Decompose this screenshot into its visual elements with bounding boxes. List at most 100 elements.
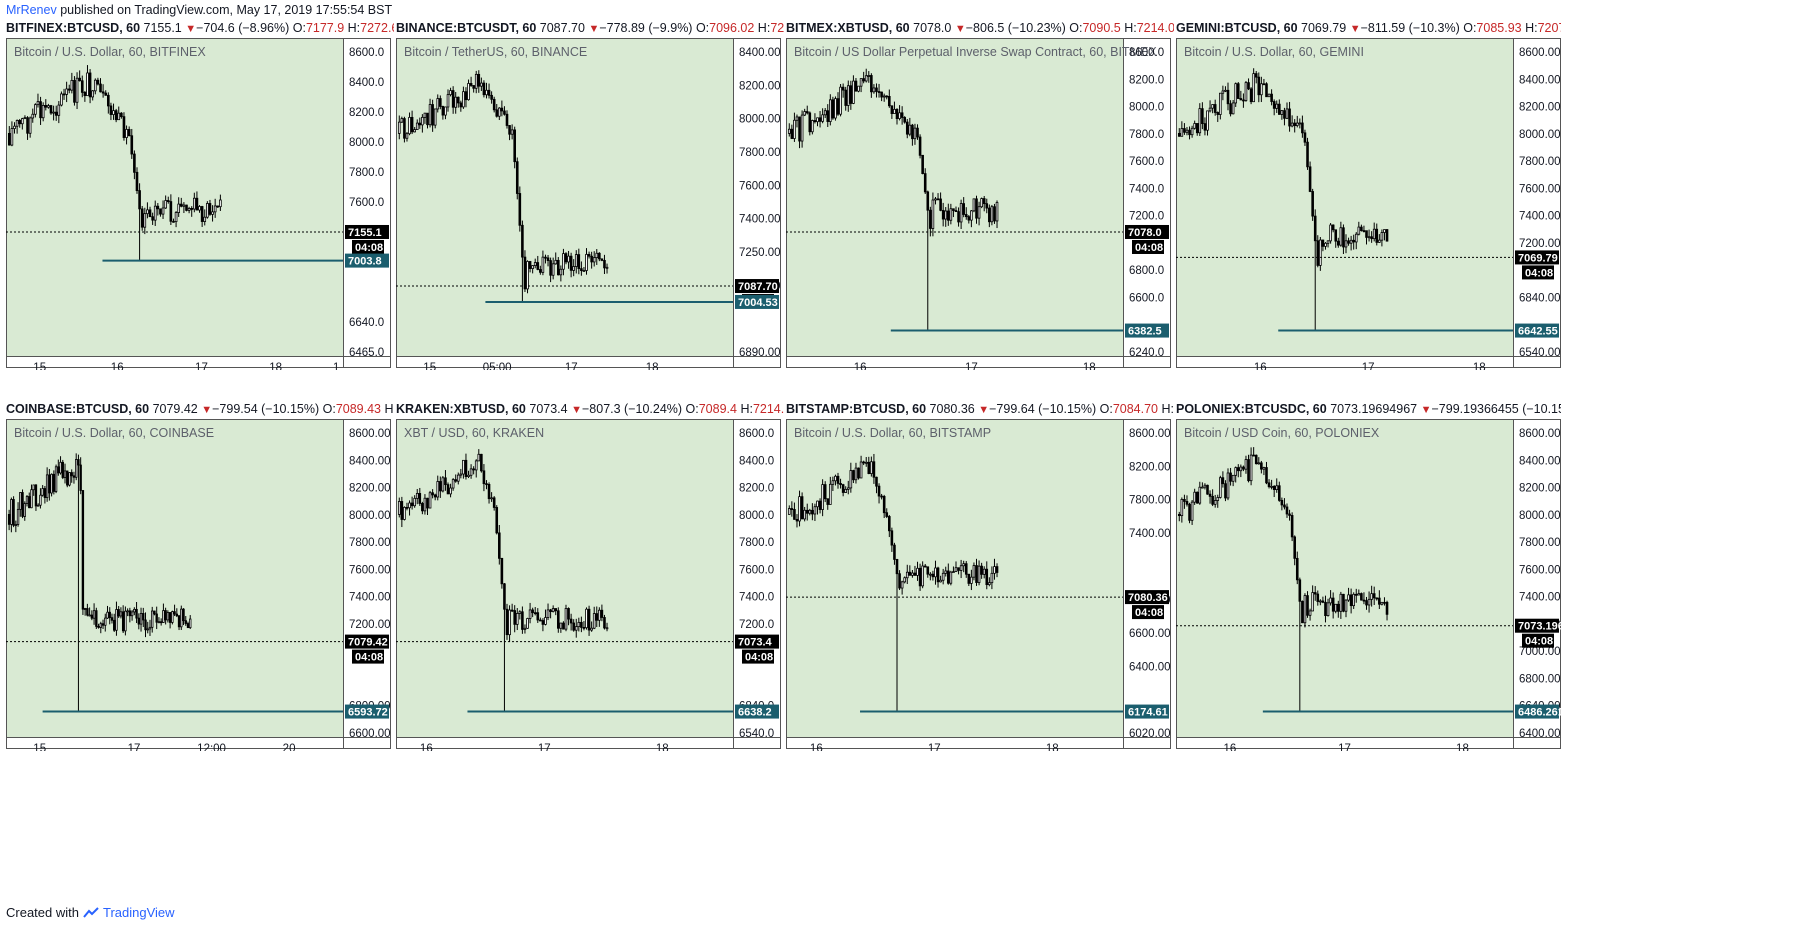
candle-body bbox=[929, 573, 932, 576]
chart-canvas[interactable]: Bitcoin / U.S. Dollar, 60, BITFINEX 8600.… bbox=[6, 38, 391, 370]
candle-body bbox=[859, 78, 863, 87]
chart-frame bbox=[1176, 419, 1561, 749]
candle-body bbox=[1319, 600, 1322, 603]
symbol-label[interactable]: BITSTAMP:BTCUSD, 60 bbox=[786, 402, 927, 416]
candle-body bbox=[1311, 191, 1314, 217]
chart-canvas[interactable]: XBT / USD, 60, KRAKEN 8600.0 8400.0 8200.0 8… bbox=[396, 419, 781, 751]
candle-body bbox=[985, 203, 989, 209]
time-tick-label: 17 bbox=[195, 362, 208, 370]
candle-body bbox=[918, 567, 922, 587]
chart-frame bbox=[786, 419, 1171, 749]
symbol-label[interactable]: KRAKEN:XBTUSD, 60 bbox=[396, 402, 526, 416]
chart-panel[interactable]: COINBASE:BTCUSD, 60 7079.42 ▼−799.54 (−1… bbox=[6, 381, 394, 761]
candle-body bbox=[888, 516, 891, 532]
candle-body bbox=[816, 117, 819, 123]
down-arrow-icon: ▼ bbox=[1349, 23, 1361, 35]
candle-body bbox=[213, 205, 217, 213]
candle-body bbox=[836, 475, 840, 484]
chart-panel[interactable]: GEMINI:BTCUSD, 60 7069.79 ▼−811.59 (−10.… bbox=[1176, 0, 1561, 380]
chart-canvas[interactable]: Bitcoin / U.S. Dollar, 60, BITSTAMP 8600.… bbox=[786, 419, 1171, 751]
down-arrow-icon: ▼ bbox=[588, 23, 600, 35]
candle-body bbox=[1190, 501, 1194, 521]
plot-area[interactable] bbox=[786, 419, 1124, 738]
tradingview-link[interactable]: TradingView bbox=[83, 905, 175, 920]
candle-body bbox=[120, 112, 123, 118]
candle-body bbox=[449, 90, 452, 96]
candle-body bbox=[464, 459, 468, 477]
candle-body bbox=[1270, 93, 1273, 102]
candle-body bbox=[206, 203, 209, 218]
plot-area[interactable] bbox=[6, 38, 344, 357]
chart-panel[interactable]: KRAKEN:XBTUSD, 60 7073.4 ▼−807.3 (−10.24… bbox=[396, 381, 784, 761]
chart-canvas[interactable]: Bitcoin / U.S. Dollar, 60, COINBASE 8600.… bbox=[6, 419, 391, 751]
candle-body bbox=[436, 481, 440, 498]
plot-area[interactable] bbox=[396, 419, 734, 738]
price-tag bbox=[345, 634, 389, 649]
time-tick-label: 18 bbox=[1456, 743, 1469, 751]
candle-body bbox=[1344, 599, 1348, 612]
open-value: 7084.70 bbox=[1112, 402, 1158, 416]
chart-panel[interactable]: POLONIEX:BTCUSDC, 60 7073.19694967 ▼−799… bbox=[1176, 381, 1561, 761]
candle-body bbox=[97, 625, 100, 628]
candle-body bbox=[472, 85, 475, 89]
candle-body bbox=[913, 572, 917, 576]
candle-body bbox=[498, 532, 501, 559]
candle-body bbox=[495, 507, 499, 534]
price-tick-label: 8000.00 bbox=[1519, 129, 1561, 141]
candle-body bbox=[66, 470, 69, 486]
candle-body bbox=[127, 129, 131, 137]
candle-body bbox=[823, 110, 827, 116]
chart-panel[interactable]: BITFINEX:BTCUSD, 60 7155.1 ▼−704.6 (−8.9… bbox=[6, 0, 394, 380]
candle-body bbox=[1211, 495, 1214, 505]
symbol-label[interactable]: BITFINEX:BTCUSD, 60 bbox=[6, 21, 141, 35]
candle-body bbox=[436, 98, 440, 110]
candle-body bbox=[454, 479, 458, 482]
chart-canvas[interactable]: Bitcoin / U.S. Dollar, 60, GEMINI 8600.00… bbox=[1176, 38, 1561, 370]
plot-area[interactable] bbox=[1176, 38, 1514, 357]
chart-frame bbox=[786, 38, 1171, 368]
candle-body bbox=[67, 88, 71, 91]
chart-canvas[interactable]: Bitcoin / US Dollar Perpetual Inverse Sw… bbox=[786, 38, 1171, 370]
candle-body bbox=[1177, 133, 1181, 137]
plot-area[interactable] bbox=[786, 38, 1124, 357]
candle-body bbox=[433, 108, 437, 126]
plot-area[interactable] bbox=[1176, 419, 1514, 738]
chart-panel[interactable]: BITMEX:XBTUSD, 60 7078.0 ▼−806.5 (−10.23… bbox=[786, 0, 1174, 380]
candle-body bbox=[513, 129, 516, 163]
candle-body bbox=[104, 617, 107, 626]
price-tick-label: 8200.00 bbox=[1519, 102, 1561, 114]
candle-body bbox=[790, 128, 794, 139]
candle-body bbox=[1344, 240, 1348, 248]
candles bbox=[7, 65, 222, 261]
candle-body bbox=[1239, 98, 1243, 101]
candle-body bbox=[495, 109, 499, 117]
candle-body bbox=[1342, 227, 1345, 248]
chart-canvas[interactable]: Bitcoin / USD Coin, 60, POLONIEX 8600.000… bbox=[1176, 419, 1561, 751]
timer-label: 04:08 bbox=[1525, 267, 1553, 279]
candle-body bbox=[487, 89, 491, 96]
symbol-label[interactable]: BINANCE:BTCUSDT, 60 bbox=[396, 21, 537, 35]
plot-area[interactable] bbox=[396, 38, 734, 357]
price-tick-label: 7400.00 bbox=[1129, 528, 1171, 540]
author-link[interactable]: MrRenev bbox=[6, 3, 57, 17]
candle-body bbox=[569, 618, 573, 624]
candle-body bbox=[410, 116, 414, 133]
chart-canvas[interactable]: Bitcoin / TetherUS, 60, BINANCE 8400.00 82… bbox=[396, 38, 781, 370]
symbol-label[interactable]: BITMEX:XBTUSD, 60 bbox=[786, 21, 910, 35]
chart-panel[interactable]: BINANCE:BTCUSDT, 60 7087.70 ▼−778.89 (−9… bbox=[396, 0, 784, 380]
candle-body bbox=[541, 620, 545, 625]
candle-body bbox=[528, 261, 532, 269]
candle-body bbox=[905, 571, 909, 579]
symbol-label[interactable]: COINBASE:BTCUSD, 60 bbox=[6, 402, 150, 416]
candle-body bbox=[1195, 491, 1199, 504]
candle-body bbox=[551, 608, 555, 612]
candle-body bbox=[893, 544, 896, 560]
candle-body bbox=[964, 563, 968, 575]
candle-body bbox=[1360, 593, 1363, 601]
symbol-label[interactable]: POLONIEX:BTCUSDC, 60 bbox=[1176, 402, 1327, 416]
symbol-label[interactable]: GEMINI:BTCUSD, 60 bbox=[1176, 21, 1298, 35]
candle-body bbox=[875, 476, 878, 487]
chart-panel[interactable]: BITSTAMP:BTCUSD, 60 7080.36 ▼−799.64 (−1… bbox=[786, 381, 1174, 761]
price-tick-label: 8400.00 bbox=[1519, 74, 1561, 86]
time-tick-label: 16 bbox=[854, 362, 867, 370]
